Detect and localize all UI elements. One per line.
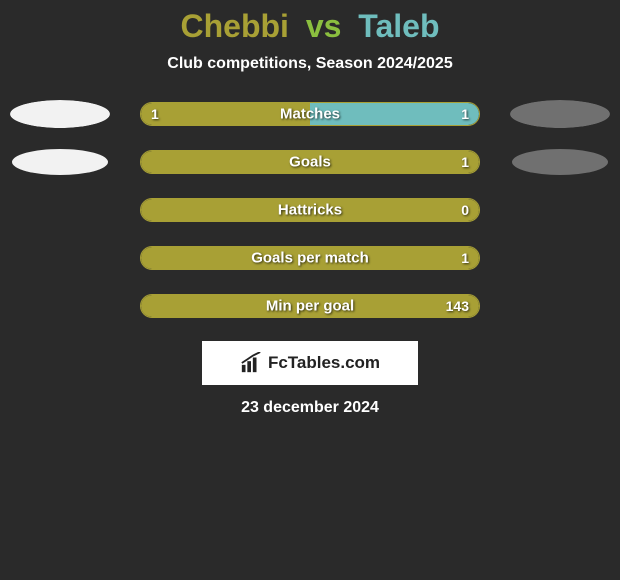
page-title: Chebbi vs Taleb bbox=[0, 8, 620, 45]
avatar-right bbox=[510, 100, 610, 128]
avatar-slot-left bbox=[10, 149, 110, 175]
bar-label: Matches bbox=[280, 106, 340, 123]
stat-rows: 1 Matches 1 Goals 1 Hattricks 0 Goals per match… bbox=[0, 101, 620, 319]
brand-box[interactable]: FcTables.com bbox=[202, 341, 418, 385]
avatar-slot-right bbox=[510, 149, 610, 175]
avatar-slot-left bbox=[10, 197, 110, 223]
avatar-slot-right bbox=[510, 101, 610, 127]
bar-label: Min per goal bbox=[266, 298, 354, 315]
bar-value-right: 1 bbox=[461, 250, 469, 266]
bar-label: Goals per match bbox=[251, 250, 369, 267]
stat-bar: 1 Matches 1 bbox=[140, 102, 480, 126]
container: Chebbi vs Taleb Club competitions, Seaso… bbox=[0, 0, 620, 417]
avatar-slot-left bbox=[10, 245, 110, 271]
bar-value-right: 1 bbox=[461, 154, 469, 170]
title-vs: vs bbox=[306, 8, 342, 44]
date-text: 23 december 2024 bbox=[0, 399, 620, 417]
stat-bar: Goals per match 1 bbox=[140, 246, 480, 270]
avatar-slot-right bbox=[510, 293, 610, 319]
title-player1: Chebbi bbox=[180, 8, 288, 44]
stat-row: Min per goal 143 bbox=[0, 293, 620, 319]
bar-value-left: 1 bbox=[151, 106, 159, 122]
bar-value-right: 1 bbox=[461, 106, 469, 122]
stat-row: Goals 1 bbox=[0, 149, 620, 175]
bar-value-right: 143 bbox=[446, 298, 469, 314]
subtitle: Club competitions, Season 2024/2025 bbox=[0, 55, 620, 73]
stat-row: Goals per match 1 bbox=[0, 245, 620, 271]
avatar-slot-right bbox=[510, 197, 610, 223]
brand-text: FcTables.com bbox=[268, 353, 380, 373]
title-player2: Taleb bbox=[358, 8, 439, 44]
avatar-slot-right bbox=[510, 245, 610, 271]
avatar-slot-left bbox=[10, 293, 110, 319]
bar-label: Goals bbox=[289, 154, 331, 171]
stat-bar: Goals 1 bbox=[140, 150, 480, 174]
avatar-left bbox=[10, 100, 110, 128]
chart-icon bbox=[240, 352, 262, 374]
stat-row: Hattricks 0 bbox=[0, 197, 620, 223]
avatar-left bbox=[10, 148, 110, 176]
avatar-right bbox=[510, 148, 610, 176]
bar-label: Hattricks bbox=[278, 202, 342, 219]
stat-bar: Hattricks 0 bbox=[140, 198, 480, 222]
stat-bar: Min per goal 143 bbox=[140, 294, 480, 318]
avatar-slot-left bbox=[10, 101, 110, 127]
bar-value-right: 0 bbox=[461, 202, 469, 218]
stat-row: 1 Matches 1 bbox=[0, 101, 620, 127]
